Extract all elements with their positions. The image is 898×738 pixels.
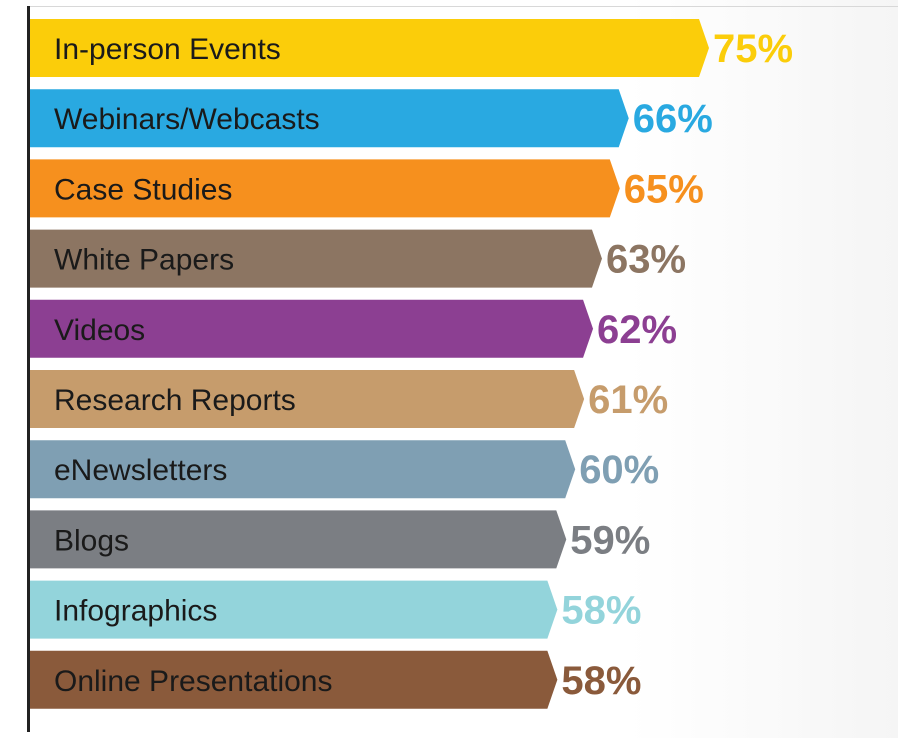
value-label-research-reports: 61% [588,378,668,422]
bar-label-videos: Videos [54,314,145,347]
bar-label-white-papers: White Papers [54,244,234,277]
bar-group-white-papers: White Papers 63% [30,229,686,288]
bar-group-blogs: Blogs 59% [30,510,650,569]
top-rule [30,6,898,7]
value-label-infographics: 58% [561,589,641,633]
bar-label-infographics: Infographics [54,595,217,628]
bar-label-case-studies: Case Studies [54,173,232,206]
bar-research-reports [30,370,585,428]
bar-group-in-person-events: In-person Events 75% [30,19,793,77]
y-axis-line [27,6,30,732]
value-label-blogs: 59% [570,518,650,562]
bar-group-webinars-webcasts: Webinars/Webcasts 66% [30,89,713,148]
bar-label-webinars-webcasts: Webinars/Webcasts [54,103,320,136]
bar-group-online-presentations: Online Presentations 58% [30,650,641,709]
value-label-videos: 62% [597,308,677,352]
bar-label-in-person-events: In-person Events [54,33,281,66]
bar-label-enewsletters: eNewsletters [54,454,227,487]
bar-infographics [30,580,558,639]
bar-webinars-webcasts [30,89,629,148]
bar-group-infographics: Infographics 58% [30,580,641,639]
bar-group-enewsletters: eNewsletters 60% [30,440,659,499]
bar-group-research-reports: Research Reports 61% [30,370,668,428]
bar-enewsletters [30,440,576,499]
bar-label-online-presentations: Online Presentations [54,665,333,698]
bar-case-studies [30,159,620,218]
value-label-in-person-events: 75% [713,27,793,71]
bar-videos [30,299,594,358]
value-label-enewsletters: 60% [579,448,659,492]
value-label-case-studies: 65% [624,167,704,211]
bar-blogs [30,510,567,569]
value-label-online-presentations: 58% [561,659,641,703]
bar-online-presentations [30,650,558,709]
bar-label-research-reports: Research Reports [54,384,296,417]
bar-white-papers [30,229,602,288]
bar-group-case-studies: Case Studies 65% [30,159,704,218]
value-label-white-papers: 63% [606,238,686,282]
bar-in-person-events [30,19,709,77]
bar-group-videos: Videos 62% [30,299,677,358]
bar-label-blogs: Blogs [54,524,129,557]
value-label-webinars-webcasts: 66% [633,97,713,141]
